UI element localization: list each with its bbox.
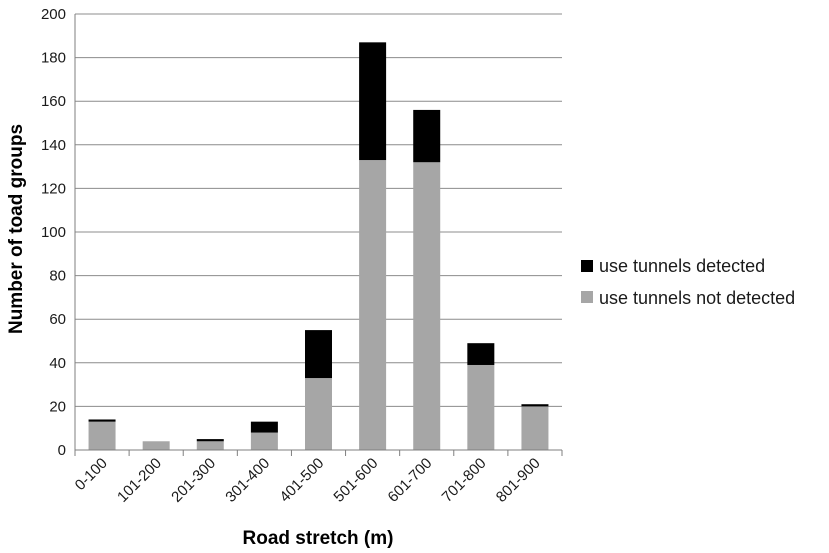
- bar-detected: [305, 330, 332, 379]
- bar-detected: [88, 419, 116, 422]
- y-tick-labels: 0 20 40 60 80 100 120 140 160 180 200: [41, 6, 66, 459]
- x-tick-label: 601-700: [385, 455, 436, 506]
- bar-not-detected: [521, 406, 549, 450]
- x-axis-title: Road stretch (m): [243, 528, 394, 549]
- bar-not-detected: [467, 364, 495, 450]
- bar-not-detected: [142, 441, 170, 450]
- legend: use tunnels detected use tunnels not det…: [581, 256, 795, 308]
- bars: [88, 42, 549, 451]
- bar-not-detected: [413, 162, 441, 451]
- bar-not-detected: [196, 441, 224, 450]
- legend-swatch-detected: [581, 260, 593, 272]
- y-tick-label: 0: [58, 442, 66, 459]
- y-tick-label: 100: [41, 224, 66, 241]
- bar-detected: [521, 404, 549, 407]
- x-tick-label: 301-400: [222, 455, 273, 506]
- x-tick-labels: 0-100 101-200 201-300 301-400 401-500 501-600…: [72, 455, 544, 506]
- x-tick-label: 101-200: [114, 455, 165, 506]
- x-tick-label: 501-600: [330, 455, 381, 506]
- x-tick-label: 0-100: [72, 455, 111, 494]
- bar-not-detected: [88, 421, 116, 450]
- bar-detected: [359, 42, 387, 161]
- y-tick-label: 20: [49, 398, 66, 415]
- x-tick-label: 801-900: [493, 455, 544, 506]
- y-tick-label: 200: [41, 6, 66, 23]
- y-tick-label: 120: [41, 180, 66, 197]
- y-tick-label: 60: [49, 311, 66, 328]
- y-tick-label: 80: [49, 268, 66, 285]
- bar-detected: [467, 343, 495, 365]
- axes: [74, 14, 563, 456]
- y-tick-label: 140: [41, 137, 66, 154]
- bar-not-detected: [359, 160, 387, 450]
- legend-swatch-not-detected: [581, 291, 593, 303]
- gridlines: [75, 13, 562, 407]
- x-tick-label: 401-500: [276, 455, 327, 506]
- y-tick-label: 160: [41, 93, 66, 110]
- x-tick-label: 201-300: [168, 455, 219, 506]
- legend-label-not-detected: use tunnels not detected: [599, 288, 795, 308]
- bar-not-detected: [305, 378, 332, 450]
- y-axis-title: Number of toad groups: [6, 124, 27, 334]
- y-tick-label: 180: [41, 50, 66, 67]
- bar-detected: [196, 439, 224, 442]
- x-tick-label: 701-800: [439, 455, 490, 506]
- bar-detected: [250, 421, 278, 433]
- y-tick-label: 40: [49, 355, 66, 372]
- bar-detected: [413, 109, 441, 163]
- bar-not-detected: [250, 432, 278, 450]
- legend-label-detected: use tunnels detected: [599, 256, 765, 276]
